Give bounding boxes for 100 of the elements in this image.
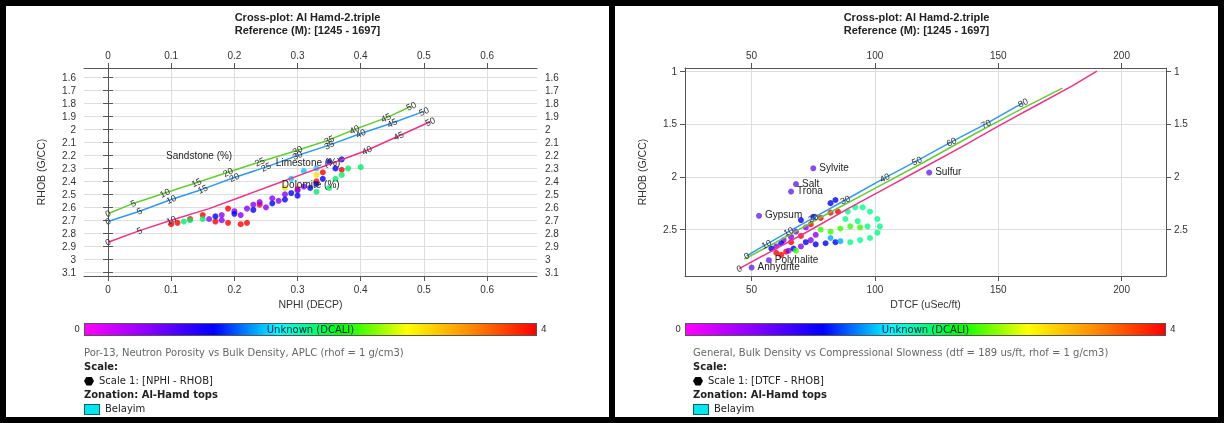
x-tick-label: 0.2 xyxy=(227,283,242,295)
y2-tick-label: 2.1 xyxy=(545,137,560,149)
x-tick-label: 150 xyxy=(989,283,1008,295)
x2-tick-label: 150 xyxy=(989,49,1008,61)
x-tick-label: 50 xyxy=(746,283,758,295)
text: 4 xyxy=(541,324,547,335)
y-tick-label: 1.8 xyxy=(62,98,77,110)
y2-tick-label: 3 xyxy=(545,253,551,265)
annotation: 40 xyxy=(360,143,374,157)
y-tick-label: 2.3 xyxy=(62,162,77,174)
annotation: 20 xyxy=(806,211,820,225)
y2-tick-label: 1.6 xyxy=(545,72,560,84)
text: 4 xyxy=(1170,324,1176,335)
y2-tick-label: 2.5 xyxy=(1174,224,1189,236)
annotation: Sulfur xyxy=(935,166,962,178)
x2-tick-label: 0.4 xyxy=(353,49,369,61)
annotation: Gypsum xyxy=(765,209,803,221)
y2-tick-label: 2.2 xyxy=(545,149,560,161)
chart-subtitle: Reference (M): [1245 - 1697] xyxy=(234,23,381,36)
text: General, Bulk Density vs Compressional Slowness (dtf = 189 us/ft, rhof = 1 g/cm3) xyxy=(693,346,1110,360)
x-tick-label: 100 xyxy=(866,283,884,295)
annotation: 0 xyxy=(103,236,113,248)
text: Scale: xyxy=(693,361,728,372)
y2-tick-label: 2.9 xyxy=(545,240,560,252)
annotation: 40 xyxy=(878,171,892,185)
annotation: 50 xyxy=(404,99,418,113)
y2-tick-label: 2 xyxy=(545,124,551,136)
x-tick-label: 0.4 xyxy=(353,283,369,295)
y-tick-label: 1.5 xyxy=(663,118,678,130)
x2-tick-label: 50 xyxy=(746,49,758,61)
y-tick-label: 2.7 xyxy=(62,214,77,226)
y-tick-label: 1 xyxy=(671,65,678,77)
y-tick-label: 2.1 xyxy=(62,137,77,149)
x2-tick-label: 0.5 xyxy=(416,49,432,61)
y-tick-label: 2.8 xyxy=(62,227,77,239)
x2-tick-label: 0.6 xyxy=(480,49,495,61)
annotation: 10 xyxy=(759,237,774,251)
y2-tick-label: 3.1 xyxy=(545,266,560,278)
text: 0 xyxy=(675,324,681,335)
x2-tick-label: 200 xyxy=(1113,49,1131,61)
y-axis-title: RHOB (G/CC) xyxy=(34,138,47,206)
x2-tick-label: 0.3 xyxy=(290,49,305,61)
text: Scale: xyxy=(84,361,119,372)
annotation: Sylvite xyxy=(819,161,850,173)
x-tick-label: 0 xyxy=(105,283,112,295)
y2-tick-label: 2.3 xyxy=(545,162,560,174)
annotation: 10 xyxy=(781,225,796,239)
annotation: 60 xyxy=(944,135,959,149)
y-tick-label: 1.6 xyxy=(62,72,77,84)
y2-tick-label: 2 xyxy=(1174,171,1180,183)
text: Scale 1: [NPHI - RHOB] xyxy=(99,375,213,386)
x-tick-label: 0.5 xyxy=(416,283,432,295)
chart-title: Cross-plot: Al Hamd-2.triple xyxy=(843,10,990,23)
text: 0 xyxy=(74,324,80,335)
y-tick-label: 2.4 xyxy=(62,175,77,187)
annotation: 80 xyxy=(1016,96,1030,110)
y-tick-label: 2.6 xyxy=(62,201,77,213)
annotation: Limestone (%) xyxy=(275,157,341,169)
annotation: 50 xyxy=(910,154,924,168)
x2-tick-label: 0.1 xyxy=(164,49,179,61)
y2-tick-label: 2.6 xyxy=(545,201,560,213)
annotation: 45 xyxy=(391,129,406,143)
y-tick-label: 3 xyxy=(70,253,77,265)
x-axis-title: NPHI (DECP) xyxy=(278,298,343,311)
y-tick-label: 3.1 xyxy=(62,266,77,278)
annotation: 30 xyxy=(838,193,852,207)
y2-tick-label: 1.5 xyxy=(1174,118,1189,130)
x-tick-label: 200 xyxy=(1113,283,1131,295)
annotation: 5 xyxy=(135,205,144,217)
x-tick-label: 0.1 xyxy=(164,283,179,295)
y-tick-label: 2.2 xyxy=(62,149,77,161)
annotation: 10 xyxy=(164,213,178,227)
y2-tick-label: 1.8 xyxy=(545,98,560,110)
text: Zonation: Al-Hamd tops xyxy=(693,389,827,400)
x-tick-label: 0.6 xyxy=(480,283,495,295)
y-tick-label: 1.9 xyxy=(62,111,77,123)
annotation: 5 xyxy=(135,225,144,237)
y-tick-label: 2 xyxy=(671,171,678,183)
y2-tick-label: 1 xyxy=(1174,65,1180,77)
x-axis-title: DTCF (uSec/ft) xyxy=(890,298,961,311)
y2-tick-label: 1.9 xyxy=(545,111,560,123)
y2-tick-label: 2.5 xyxy=(545,188,560,200)
x2-tick-label: 100 xyxy=(866,49,884,61)
y2-tick-label: 2.8 xyxy=(545,227,560,239)
annotation: 0 xyxy=(742,250,752,262)
y2-tick-label: 2.7 xyxy=(545,214,560,226)
annotation: Sandstone (%) xyxy=(166,149,233,161)
y-tick-label: 2.5 xyxy=(663,224,678,236)
text: Scale 1: [DTCF - RHOB] xyxy=(708,375,824,386)
y2-tick-label: 1.7 xyxy=(545,85,560,97)
x-tick-label: 0.3 xyxy=(290,283,305,295)
x2-tick-label: 0.2 xyxy=(227,49,242,61)
text: Belayim xyxy=(714,403,755,414)
chart-subtitle: Reference (M): [1245 - 1697] xyxy=(843,23,990,36)
x2-tick-label: 0 xyxy=(105,49,112,61)
y-tick-label: 1.7 xyxy=(62,85,77,97)
y-tick-label: 2.9 xyxy=(62,240,77,252)
text: Zonation: Al-Hamd tops xyxy=(84,389,218,400)
text: Belayim xyxy=(105,403,146,414)
y-tick-label: 2 xyxy=(70,124,77,136)
